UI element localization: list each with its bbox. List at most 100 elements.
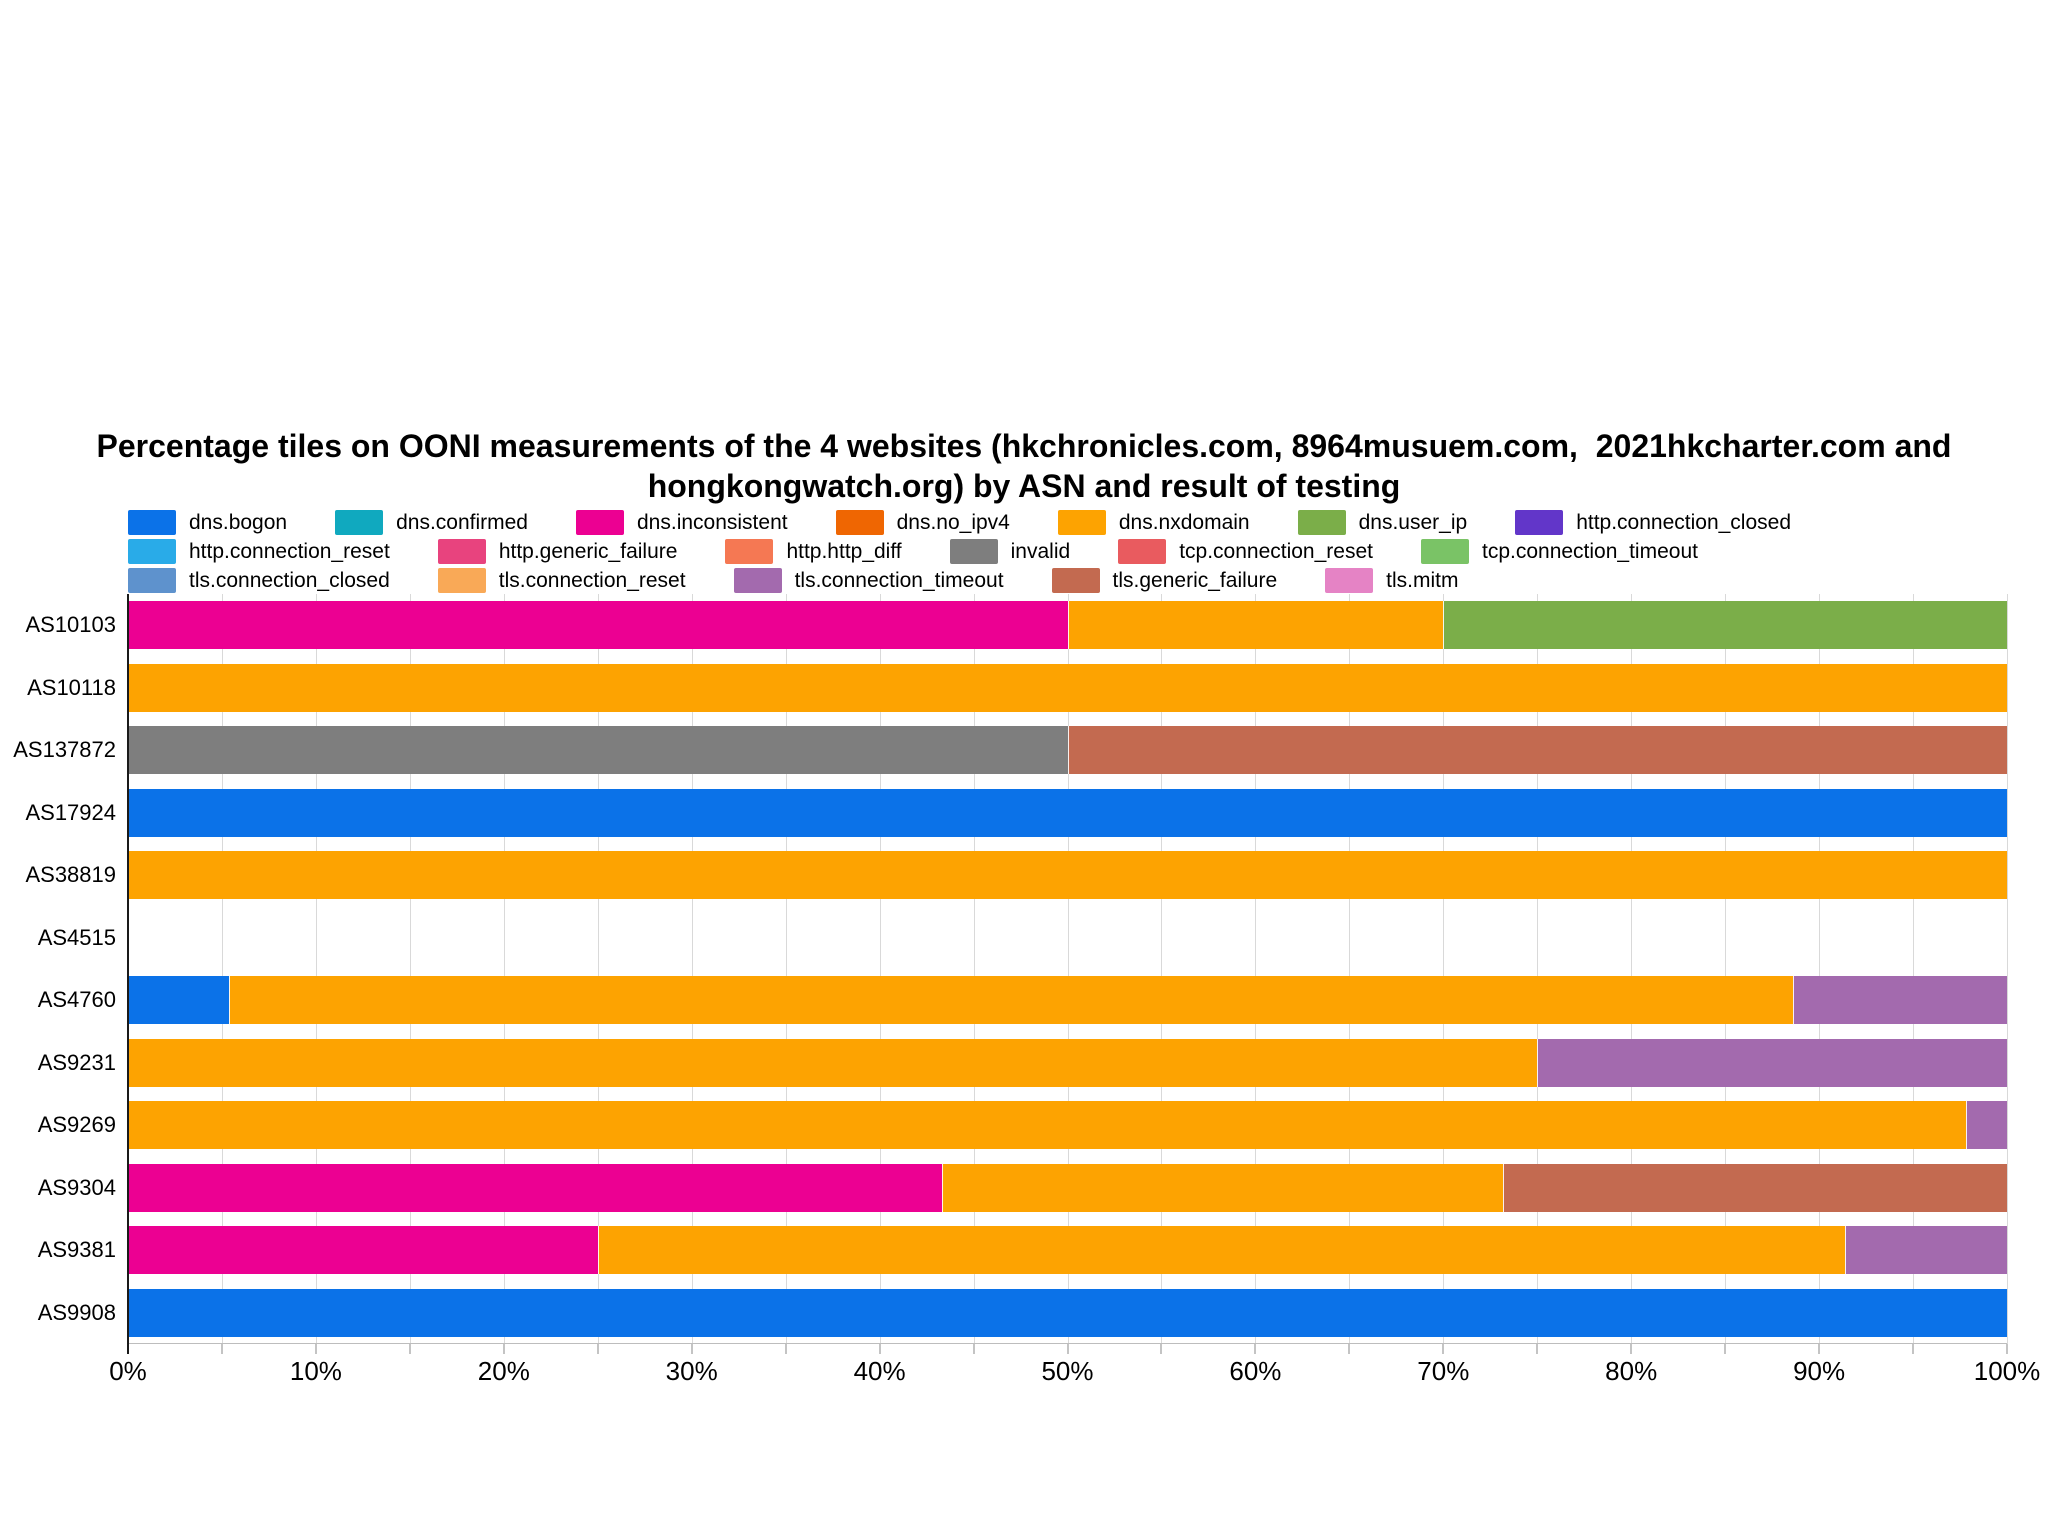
- legend-swatch-icon: [1297, 510, 1346, 535]
- y-axis-label-AS9381: AS9381: [37, 1237, 116, 1263]
- y-axis-labels: AS10103 AS10118 AS137872 AS17924 AS38819 AS45…: [0, 594, 116, 1344]
- legend-row-1: dns.bogon dns.confirmed dns.inconsistent dn…: [128, 508, 1928, 537]
- bar-row-AS38819: [128, 844, 2007, 907]
- gridline-90pct: [1819, 594, 1821, 1344]
- bar-AS4760: [128, 976, 2007, 1025]
- bar-AS17924: [128, 788, 2007, 837]
- bar-row-AS137872: [128, 719, 2007, 782]
- x-tick-0pct: [127, 1344, 129, 1354]
- bar-segment-invalid: [128, 726, 1068, 775]
- gridline-55pct: [1161, 594, 1163, 1344]
- legend-label: tls.mitm: [1386, 569, 1459, 592]
- legend-label: tcp.connection_reset: [1179, 540, 1373, 563]
- y-axis-label-AS9231: AS9231: [37, 1049, 116, 1075]
- legend-row-2: http.connection_reset http.generic_failur…: [128, 537, 1928, 566]
- legend-label: dns.user_ip: [1358, 511, 1468, 534]
- bar-row-AS9908: [128, 1282, 2007, 1345]
- gridline-85pct: [1725, 594, 1727, 1344]
- gridline-75pct: [1537, 594, 1539, 1344]
- x-tick-75pct: [1536, 1344, 1539, 1354]
- gridline-45pct: [973, 594, 975, 1344]
- legend-swatch-icon: [733, 568, 782, 593]
- bar-row-AS17924: [128, 782, 2007, 845]
- legend-label: http.connection_closed: [1576, 511, 1792, 534]
- bar-segment-dns.bogon: [128, 788, 2007, 837]
- chart-title: Percentage tiles on OONI measurements of…: [0, 426, 2048, 506]
- legend-label: http.http_diff: [786, 540, 902, 563]
- bar-segment-tls.connection_timeout: [1537, 1038, 2007, 1087]
- legend-label: tcp.connection_timeout: [1481, 540, 1698, 563]
- legend-label: http.connection_reset: [189, 540, 390, 563]
- legend-swatch-icon: [1420, 539, 1469, 564]
- bar-row-AS9231: [128, 1032, 2007, 1095]
- legend-row-3: tls.connection_closed tls.connection_rese…: [128, 566, 1928, 595]
- legend-item-tls.generic_failure: tls.generic_failure: [1051, 568, 1277, 593]
- legend-label: tls.connection_closed: [189, 569, 390, 592]
- bar-row-AS10118: [128, 657, 2007, 720]
- gridline-30pct: [691, 594, 693, 1344]
- bar-AS10118: [128, 663, 2007, 712]
- legend-swatch-icon: [437, 568, 486, 593]
- bar-segment-dns.bogon: [128, 976, 230, 1025]
- legend-item-http.http_diff: http.http_diff: [725, 539, 902, 564]
- legend-item-invalid: invalid: [949, 539, 1070, 564]
- x-tick-30pct: [690, 1344, 693, 1354]
- x-tick-label-20pct: 20%: [477, 1356, 530, 1386]
- x-tick-10pct: [314, 1344, 317, 1354]
- legend-label: tls.connection_reset: [498, 569, 686, 592]
- gridline-10pct: [315, 594, 317, 1344]
- legend-item-tls.connection_closed: tls.connection_closed: [128, 568, 390, 593]
- x-tick-label-50pct: 50%: [1041, 1356, 1094, 1386]
- bar-row-AS10103: [128, 594, 2007, 657]
- legend-item-tcp.connection_timeout: tcp.connection_timeout: [1420, 539, 1698, 564]
- x-tick-55pct: [1160, 1344, 1163, 1354]
- bar-AS137872: [128, 726, 2007, 775]
- bar-AS9304: [128, 1163, 2007, 1212]
- legend-label: dns.confirmed: [396, 511, 528, 534]
- bar-row-AS4760: [128, 969, 2007, 1032]
- x-tick-25pct: [596, 1344, 599, 1354]
- legend-item-tls.connection_timeout: tls.connection_timeout: [733, 568, 1004, 593]
- x-tick-95pct: [1912, 1344, 1915, 1354]
- x-tick-35pct: [784, 1344, 787, 1354]
- bar-segment-dns.bogon: [128, 1288, 2007, 1337]
- y-axis-label-AS9908: AS9908: [37, 1299, 116, 1325]
- legend-item-http.connection_closed: http.connection_closed: [1515, 510, 1791, 535]
- bar-segment-tls.generic_failure: [1503, 1163, 2007, 1212]
- bar-segment-dns.nxdomain: [128, 1038, 1538, 1087]
- x-tick-40pct: [878, 1344, 881, 1354]
- legend-item-http.generic_failure: http.generic_failure: [437, 539, 678, 564]
- legend-swatch-icon: [1325, 568, 1374, 593]
- gridline-65pct: [1349, 594, 1351, 1344]
- bar-segment-dns.nxdomain: [229, 976, 1793, 1025]
- bar-AS38819: [128, 851, 2007, 900]
- x-tick-65pct: [1348, 1344, 1351, 1354]
- x-tick-60pct: [1254, 1344, 1257, 1354]
- gridline-70pct: [1443, 594, 1445, 1344]
- x-tick-50pct: [1066, 1344, 1069, 1354]
- x-tick-label-10pct: 10%: [289, 1356, 342, 1386]
- x-tick-label-100pct: 100%: [1973, 1356, 2041, 1386]
- legend-item-dns.bogon: dns.bogon: [128, 510, 287, 535]
- legend-swatch-icon: [128, 510, 176, 535]
- legend-swatch-icon: [128, 568, 176, 593]
- x-tick-5pct: [220, 1344, 223, 1354]
- legend-item-tls.connection_reset: tls.connection_reset: [437, 568, 686, 593]
- y-axis-label-AS17924: AS17924: [25, 799, 116, 825]
- gridline-20pct: [503, 594, 505, 1344]
- legend-item-http.connection_reset: http.connection_reset: [128, 539, 390, 564]
- y-axis-label-AS10103: AS10103: [25, 612, 116, 638]
- x-tick-85pct: [1724, 1344, 1727, 1354]
- x-tick-45pct: [972, 1344, 975, 1354]
- legend-swatch-icon: [576, 510, 624, 535]
- legend-swatch-icon: [1051, 568, 1100, 593]
- x-tick-label-0pct: 0%: [109, 1356, 147, 1386]
- gridline-5pct: [221, 594, 223, 1344]
- bar-AS9908: [128, 1288, 2007, 1337]
- y-axis-label-AS10118: AS10118: [27, 674, 116, 700]
- legend-item-tcp.connection_reset: tcp.connection_reset: [1118, 539, 1373, 564]
- bar-AS9231: [128, 1038, 2007, 1087]
- x-tick-label-70pct: 70%: [1417, 1356, 1470, 1386]
- legend-label: http.generic_failure: [498, 540, 678, 563]
- bar-segment-tls.connection_timeout: [1965, 1101, 2007, 1150]
